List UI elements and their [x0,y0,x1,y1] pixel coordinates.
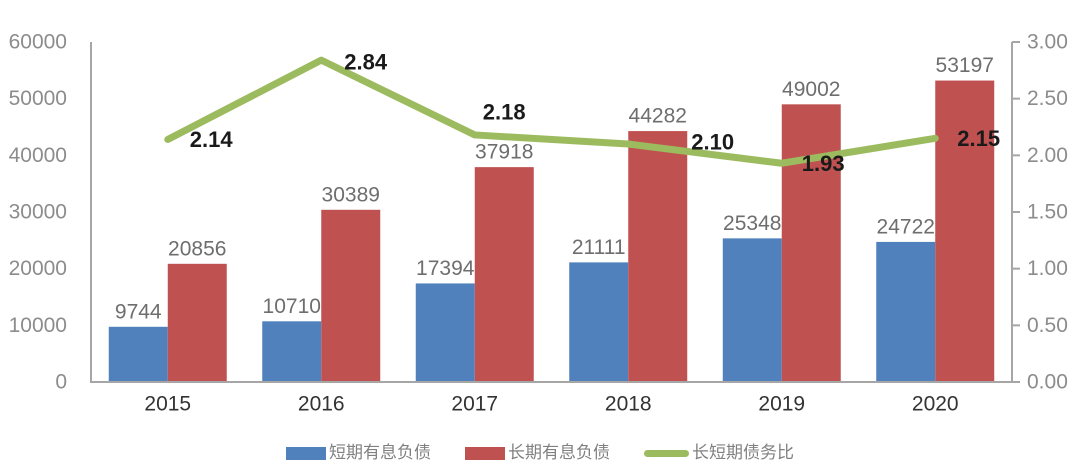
legend-swatch-short-term-debt-icon [286,446,326,460]
bar-value-label-short-term-2017: 17394 [416,257,475,280]
x-axis-category-label-2020: 2020 [912,393,959,416]
bar-value-label-short-term-2020: 24722 [877,215,935,238]
bar-long-term-debt-2019 [781,104,841,383]
ratio-value-label-2016: 2.84 [344,50,388,75]
x-axis-category-label-2019: 2019 [758,393,805,416]
left-axis-tick-label: 0 [55,371,67,394]
right-axis-tick-label: 3.00 [1027,31,1068,54]
bar-value-label-long-term-2015: 20856 [168,237,226,260]
right-axis-tick-label: 0.00 [1027,371,1068,394]
bar-short-term-debt-2017 [415,283,475,382]
bar-long-term-debt-2015 [167,263,227,382]
bar-long-term-debt-2016 [321,209,381,382]
bar-short-term-debt-2015 [108,326,168,382]
bar-value-label-long-term-2019: 49002 [782,78,840,101]
left-axis-tick-label: 60000 [9,31,67,54]
right-axis-tick-label: 0.50 [1027,314,1068,337]
left-axis-tick-label: 20000 [9,257,67,280]
legend-swatch-debt-ratio-line-icon [644,449,689,457]
bar-short-term-debt-2018 [569,262,629,382]
bar-short-term-debt-2020 [876,241,936,382]
bar-long-term-debt-2020 [935,80,995,383]
ratio-value-label-2018: 2.10 [691,130,734,155]
bar-value-label-long-term-2016: 30389 [322,183,380,206]
legend-label-short-term-debt: 短期有息负债 [329,443,431,462]
bar-long-term-debt-2018 [628,131,688,382]
bar-value-label-short-term-2018: 21111 [572,236,626,259]
bar-value-label-short-term-2015: 9744 [115,300,162,323]
bar-short-term-debt-2016 [262,321,322,382]
right-axis-tick-label: 2.50 [1027,87,1068,110]
right-axis-tick-label: 1.00 [1027,257,1068,280]
legend-label-long-term-debt: 长期有息负债 [508,443,610,462]
legend-item-short-term-debt: 短期有息负债 [286,442,431,464]
left-axis-tick-label: 10000 [9,314,67,337]
bar-value-label-long-term-2018: 44282 [629,105,687,128]
x-axis-category-label-2015: 2015 [144,393,191,416]
x-axis-category-label-2018: 2018 [605,393,652,416]
left-axis-tick-label: 50000 [9,87,67,110]
ratio-value-label-2017: 2.18 [483,99,526,124]
x-axis-category-label-2016: 2016 [298,393,345,416]
ratio-value-label-2020: 2.15 [957,126,1000,151]
bar-long-term-debt-2017 [474,167,534,382]
right-axis-tick-label: 1.50 [1027,201,1068,224]
left-axis-tick-label: 40000 [9,144,67,167]
bar-value-label-short-term-2019: 25348 [723,212,781,235]
right-axis-tick-label: 2.00 [1027,144,1068,167]
debt-ratio-line [164,56,939,167]
legend-swatch-long-term-debt-icon [465,446,505,460]
bar-value-label-long-term-2017: 37918 [475,141,533,164]
legend-item-debt-ratio: 长短期债务比 [644,442,794,464]
ratio-value-label-2015: 2.14 [190,127,234,152]
legend-item-long-term-debt: 长期有息负债 [465,442,610,464]
left-axis-tick-label: 30000 [9,201,67,224]
bar-value-label-short-term-2016: 10710 [263,295,321,318]
legend: 短期有息负债 长期有息负债 长短期债务比 [0,442,1080,464]
bar-value-label-long-term-2020: 53197 [936,54,994,77]
x-axis-category-label-2017: 2017 [451,393,498,416]
ratio-value-label-2019: 1.93 [802,151,845,176]
bar-short-term-debt-2019 [722,238,782,382]
legend-label-debt-ratio: 长短期债务比 [692,443,794,462]
